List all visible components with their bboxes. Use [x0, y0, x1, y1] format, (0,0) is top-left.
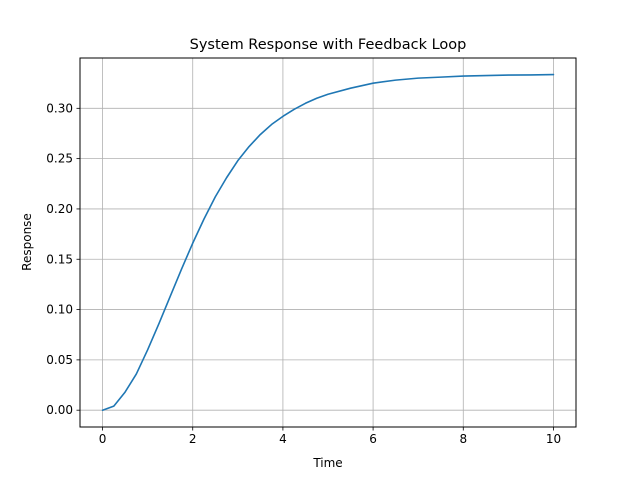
- plot-frame: [79, 57, 577, 428]
- ticks: 0 2 4 6 8 10 0.00 0.05 0.10 0.15 0.20 0.25 0.30: [46, 101, 561, 446]
- series-line: [101, 73, 555, 411]
- x-tick-label: 2: [189, 432, 197, 446]
- x-tick-label: 8: [459, 432, 467, 446]
- grid: [80, 58, 576, 427]
- series-layer: [101, 73, 555, 411]
- chart-title: System Response with Feedback Loop: [190, 37, 467, 53]
- y-tick-label: 0.30: [46, 101, 73, 115]
- x-tick-label: 6: [369, 432, 377, 446]
- y-tick-label: 0.05: [46, 353, 73, 367]
- x-tick-label: 10: [546, 432, 561, 446]
- y-axis-label: Response: [20, 213, 34, 271]
- x-axis-label: Time: [312, 456, 342, 470]
- x-tick-label: 4: [279, 432, 287, 446]
- y-tick-label: 0.10: [46, 303, 73, 317]
- y-tick-label: 0.00: [46, 403, 73, 417]
- y-tick-label: 0.25: [46, 152, 73, 166]
- x-tick-label: 0: [99, 432, 107, 446]
- y-tick-label: 0.20: [46, 202, 73, 216]
- y-tick-label: 0.15: [46, 252, 73, 266]
